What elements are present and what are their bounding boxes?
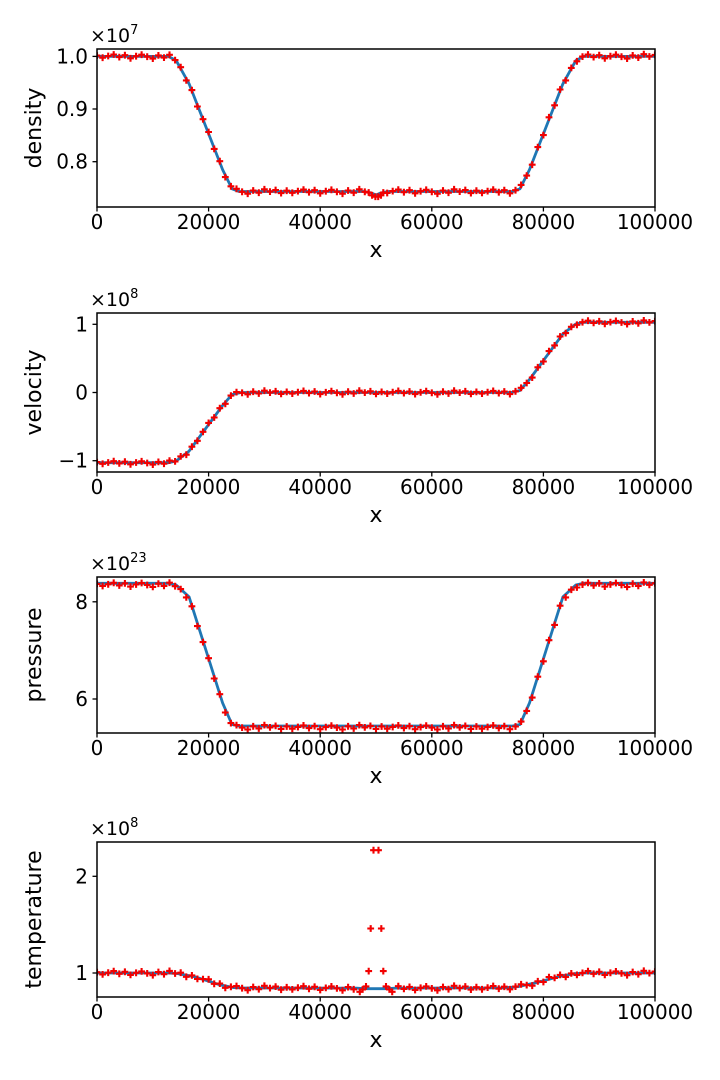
x-tick-label: 80000	[512, 736, 576, 760]
y-axis-offset-text: ×108	[90, 816, 138, 840]
xlabel: x	[369, 764, 382, 789]
x-tick-label: 20000	[177, 210, 241, 234]
axes-box	[96, 48, 656, 208]
reference-line-density	[97, 55, 655, 197]
x-tick-label: 60000	[400, 736, 464, 760]
x-tick-label: 40000	[288, 210, 352, 234]
x-tick-label: 20000	[177, 475, 241, 499]
plot-data-area	[97, 317, 655, 468]
particle-markers-velocity	[97, 317, 655, 468]
x-tick-label: 60000	[400, 1000, 464, 1024]
x-tick-label: 80000	[512, 475, 576, 499]
plot-data-area	[97, 846, 655, 996]
reference-line-pressure	[97, 581, 655, 728]
x-tick-label: 60000	[400, 475, 464, 499]
x-tick-label: 0	[91, 475, 104, 499]
particle-markers-density	[97, 50, 655, 201]
subplot-temperature: 0 20000 40000 60000 80000 100000 1 2×108 tempera…	[22, 816, 693, 1053]
x-tick-label: 80000	[512, 210, 576, 234]
axes-box	[96, 576, 656, 734]
xlabel: x	[369, 1028, 382, 1053]
y-tick-label: 0	[75, 381, 88, 405]
y-axis-offset-text: ×108	[90, 287, 138, 311]
x-tick-label: 40000	[288, 475, 352, 499]
x-tick-label: 40000	[288, 1000, 352, 1024]
y-tick-label: 0.8	[56, 150, 88, 174]
x-tick-label: 100000	[617, 1000, 693, 1024]
x-tick-label: 0	[91, 1000, 104, 1024]
axes-box	[96, 841, 656, 998]
y-tick-label: 8	[75, 590, 88, 614]
y-tick-label: 0.9	[56, 97, 88, 121]
y-tick-label: 1	[75, 312, 88, 336]
x-tick-label: 0	[91, 210, 104, 234]
subplot-density: 0 20000 40000 60000 80000 100000 0.8 0.9 1.0×107…	[22, 23, 693, 263]
x-tick-label: 100000	[617, 736, 693, 760]
x-tick-label: 80000	[512, 1000, 576, 1024]
ylabel-velocity: velocity	[22, 350, 47, 436]
y-axis-offset-text: ×1023	[90, 551, 147, 575]
subplot-pressure: 0 20000 40000 60000 80000 100000 6 8×1023 pressu…	[22, 551, 693, 789]
y-tick-label: 1	[75, 961, 88, 985]
particle-markers-pressure	[97, 579, 655, 733]
x-tick-label: 20000	[177, 736, 241, 760]
particle-markers-temperature	[97, 846, 655, 996]
x-tick-label: 0	[91, 736, 104, 760]
y-tick-label: 1.0	[56, 44, 88, 68]
xlabel: x	[369, 503, 382, 528]
y-tick-label: −1	[59, 449, 88, 473]
x-tick-label: 20000	[177, 1000, 241, 1024]
xlabel: x	[369, 238, 382, 263]
y-axis-offset-text: ×107	[90, 23, 138, 47]
x-tick-label: 40000	[288, 736, 352, 760]
ylabel-density: density	[22, 88, 47, 169]
subplot-velocity: 0 20000 40000 60000 80000 100000−101×108veloc…	[22, 287, 693, 528]
ylabel-temperature: temperature	[22, 850, 47, 988]
plot-data-area	[97, 579, 655, 733]
ylabel-pressure: pressure	[22, 607, 47, 702]
y-tick-label: 6	[75, 687, 88, 711]
x-tick-label: 100000	[617, 475, 693, 499]
x-tick-label: 100000	[617, 210, 693, 234]
y-tick-label: 2	[75, 864, 88, 888]
x-tick-label: 60000	[400, 210, 464, 234]
plot-data-area	[97, 50, 655, 201]
